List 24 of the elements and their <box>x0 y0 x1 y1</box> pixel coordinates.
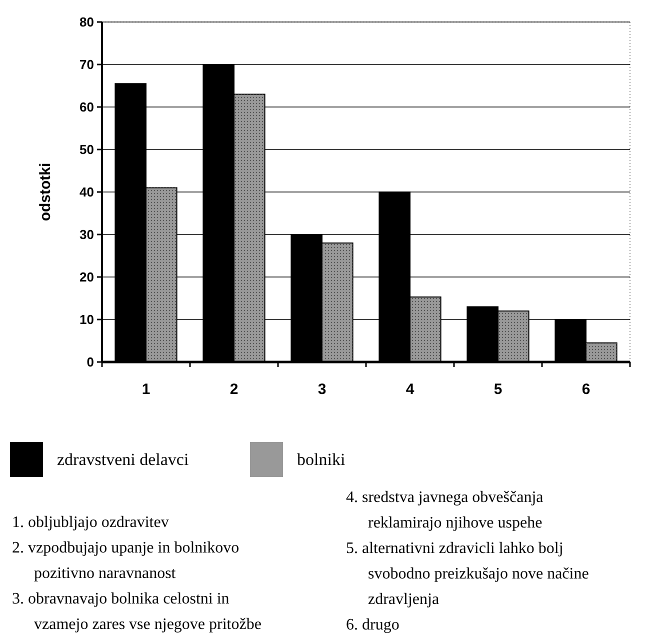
x-tick-label: 4 <box>406 381 415 398</box>
y-tick-label: 70 <box>80 57 94 72</box>
text: 6. drugo <box>346 616 400 634</box>
x-tick-label: 6 <box>582 381 590 398</box>
x-tick-label: 1 <box>142 381 150 398</box>
text: 3. obravnavajo bolnika celostni in vzamejo zares vse njegove pritožbe <box>12 590 262 633</box>
x-tick-label: 3 <box>318 381 326 398</box>
x-tick-label: 2 <box>230 381 238 398</box>
y-tick-label: 30 <box>80 227 94 242</box>
y-tick-label: 80 <box>80 14 94 30</box>
y-tick-label: 50 <box>80 142 94 158</box>
y-axis-title: odstotki <box>37 162 54 222</box>
y-tick-label: 40 <box>80 184 94 200</box>
text: 1. obljubljajo ozdravitev <box>12 514 169 531</box>
text: 2. vzpodbujajo upanje in bolnikovo pozitivno naravnanost <box>12 540 240 582</box>
text: 4. sredstva javnega obveščanja reklamirajo njihove uspehe <box>346 489 544 532</box>
y-tick-label: 10 <box>80 312 94 328</box>
y-tick-label: 20 <box>80 270 94 285</box>
y-tick-label: 60 <box>80 100 94 115</box>
x-tick-label: 5 <box>494 381 502 398</box>
legend-label: bolniki <box>297 450 346 469</box>
y-tick-label: 0 <box>86 354 94 370</box>
legend-label: zdravstveni delavci <box>57 450 189 469</box>
text: 5. alternativni zdravicli lahko bolj svobodno preizkušajo nove načine zdravljenja <box>346 540 589 608</box>
